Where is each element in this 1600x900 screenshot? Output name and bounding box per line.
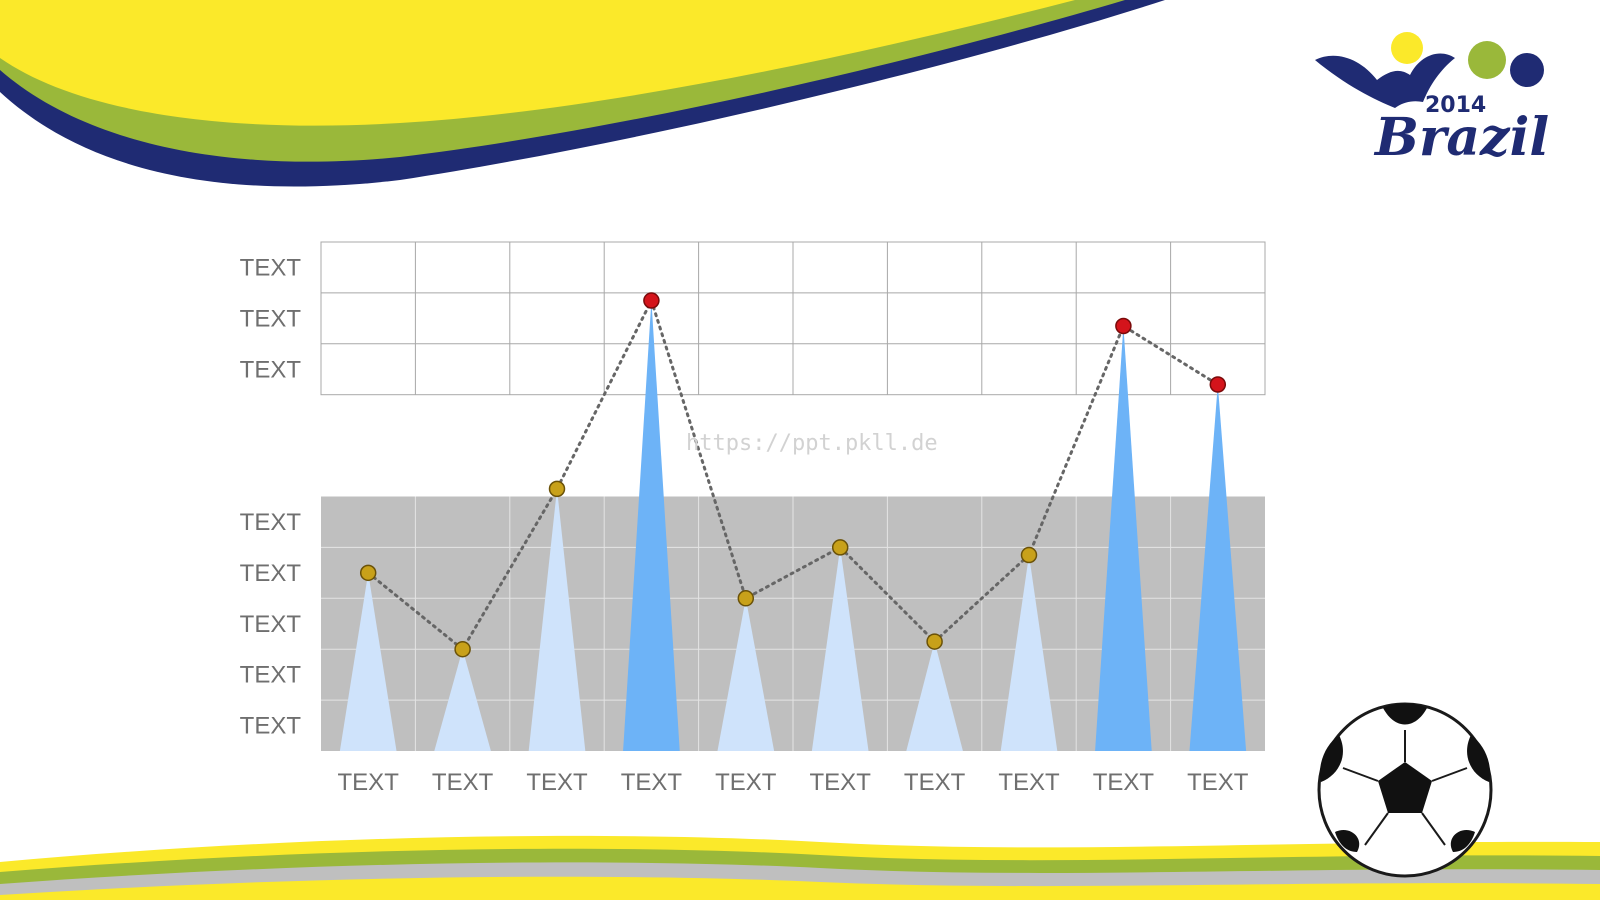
y-axis-ticks: TEXT TEXT TEXT TEXT TEXT TEXT TEXT TEXT <box>240 254 302 739</box>
logo-wordmark: Brazil <box>1373 107 1549 168</box>
chart-point <box>643 292 660 309</box>
chart-cone <box>1189 384 1247 751</box>
x-tick-label: TEXT <box>432 769 494 796</box>
y-tick-label: TEXT <box>240 611 302 638</box>
y-tick-label: TEXT <box>240 356 302 383</box>
x-tick-label: TEXT <box>338 769 400 796</box>
x-tick-label: TEXT <box>810 769 872 796</box>
chart-point <box>1020 546 1038 564</box>
bird-emblem-icon <box>1315 32 1455 108</box>
chart-cones <box>339 300 1247 751</box>
brazil-2014-logo: 2014 Brazil <box>1315 32 1549 168</box>
x-tick-label: TEXT <box>621 769 683 796</box>
logo-year: 2014 <box>1425 93 1486 118</box>
chart-markers <box>359 292 1227 658</box>
top-wave-decoration <box>0 0 1165 187</box>
volleyball-icon <box>1468 41 1544 87</box>
x-tick-label: TEXT <box>998 769 1060 796</box>
chart-point <box>1209 376 1227 393</box>
y-tick-label: TEXT <box>240 662 302 689</box>
bottom-wave-yellow-bottom <box>0 876 1600 900</box>
chart-cone <box>623 300 680 751</box>
y-tick-label: TEXT <box>240 560 302 587</box>
x-tick-label: TEXT <box>904 769 966 796</box>
soccer-ball-icon <box>1317 702 1493 878</box>
chart-cone <box>528 488 586 751</box>
chart-point <box>548 480 566 498</box>
x-tick-label: TEXT <box>1093 769 1155 796</box>
chart-point <box>831 539 849 556</box>
bottom-wave-decoration <box>0 835 1600 900</box>
y-tick-label: TEXT <box>240 305 302 332</box>
chart-cone <box>811 547 869 751</box>
chart-point <box>926 633 943 650</box>
chart-point <box>1115 317 1132 335</box>
chart-cone <box>1000 555 1058 751</box>
chart-cone <box>434 649 491 751</box>
chart-cone <box>717 598 775 751</box>
y-tick-label: TEXT <box>240 254 302 281</box>
chart-point <box>737 590 755 607</box>
x-tick-label: TEXT <box>715 769 777 796</box>
top-wave-yellow <box>0 0 1075 126</box>
x-tick-label: TEXT <box>1187 769 1249 796</box>
chart-cone <box>906 641 963 751</box>
chart-point <box>359 564 377 582</box>
x-axis-ticks: TEXT TEXT TEXT TEXT TEXT TEXT TEXT TEXT TEXT TEXT <box>338 769 1249 796</box>
watermark: https://ppt.pkll.de <box>686 431 938 456</box>
chart-cone <box>1095 325 1152 751</box>
y-tick-label: TEXT <box>240 509 302 536</box>
chart-dotted-line <box>366 296 1220 652</box>
chart-point <box>454 640 471 658</box>
y-tick-label: TEXT <box>240 713 302 740</box>
chart-cone <box>339 572 397 751</box>
x-tick-label: TEXT <box>526 769 588 796</box>
chart-grid <box>320 241 1266 751</box>
